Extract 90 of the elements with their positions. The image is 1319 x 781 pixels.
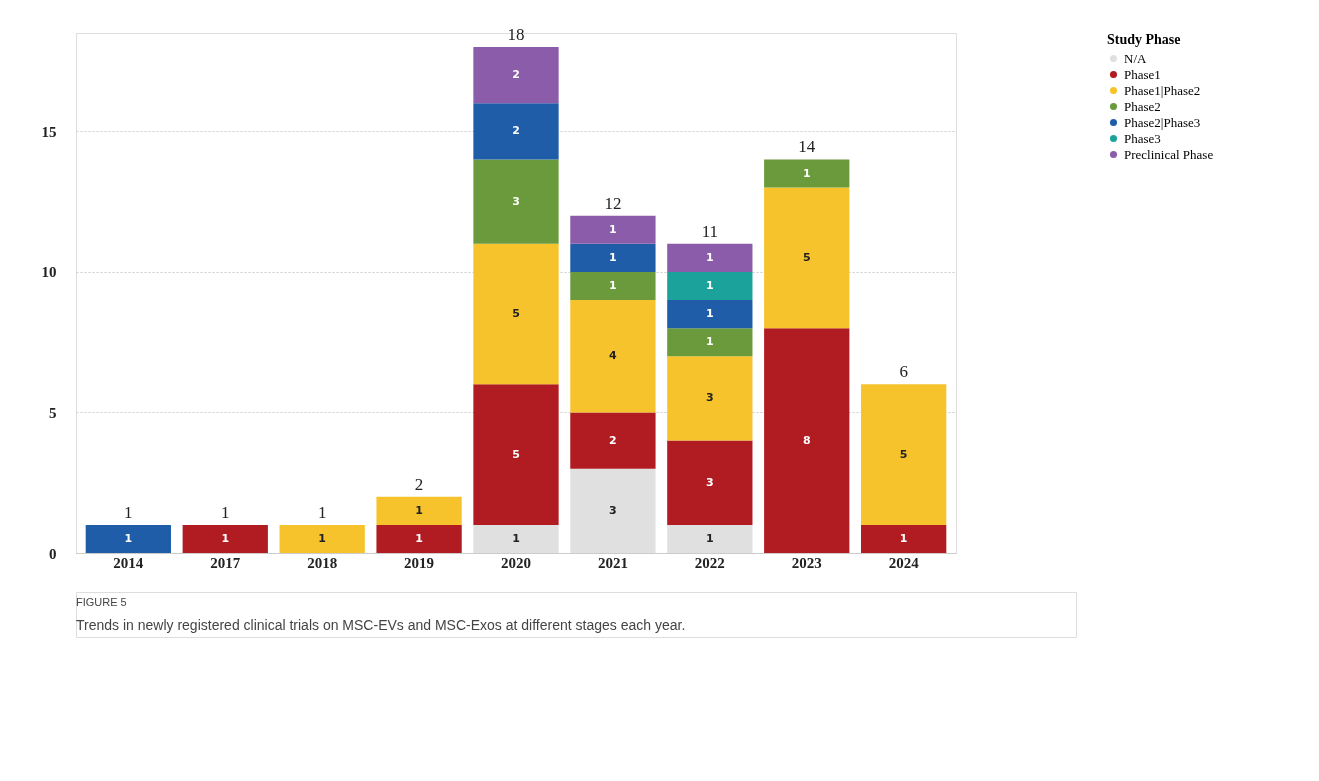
data-label: 3: [706, 475, 714, 489]
bar: [667, 271, 753, 301]
data-label: 1: [221, 531, 230, 545]
bar: [764, 159, 850, 188]
legend-title: Study Phase: [1107, 32, 1181, 47]
legend-label: N/A: [1124, 50, 1147, 66]
y-tick-label: 0: [49, 545, 57, 562]
total-label: 1: [124, 502, 133, 522]
bar: [473, 159, 559, 244]
text: Trends in newly registered clinical trials on MSC-EVs and MSC-Exos at different stages each year.: [76, 616, 686, 633]
x-tick-label: 2017: [210, 554, 241, 571]
x-tick-label: 2023: [791, 554, 822, 571]
bar: [667, 524, 753, 553]
data-label: 5: [899, 447, 908, 461]
bar: [473, 103, 559, 160]
bar: [570, 243, 656, 272]
legend-label: Phase3: [1124, 130, 1161, 146]
data-label: 1: [706, 250, 714, 264]
legend-label: Phase2|Phase3: [1124, 114, 1201, 130]
bar: [85, 524, 171, 553]
data-label: 4: [609, 349, 618, 363]
data-label: 1: [802, 166, 811, 180]
data-label: 1: [609, 278, 617, 292]
x-tick-label: 2018: [307, 554, 338, 571]
data-label: 1: [415, 531, 423, 545]
bar: [570, 468, 656, 553]
data-label: 1: [124, 531, 133, 545]
bar: [570, 300, 656, 413]
y-tick-label: 15: [41, 123, 57, 140]
bar: [667, 440, 753, 525]
total-label: 2: [414, 474, 424, 494]
total-label: 12: [604, 193, 622, 213]
bar: [570, 215, 656, 244]
data-label: 5: [512, 307, 520, 321]
total-label: 14: [798, 137, 816, 157]
data-label: 3: [706, 391, 714, 405]
bar: [667, 243, 753, 272]
data-label: 8: [802, 433, 811, 447]
bar: [376, 496, 462, 525]
bar: [667, 300, 753, 329]
bar: [279, 524, 365, 553]
total-label: 11: [701, 221, 719, 241]
bar: [570, 271, 656, 301]
data-label: 1: [899, 531, 908, 545]
y-tick-label: 5: [49, 404, 57, 421]
bar: [861, 524, 947, 553]
x-tick-label: 2019: [404, 554, 435, 571]
data-label: 3: [512, 194, 520, 208]
data-label: 1: [706, 278, 714, 292]
total-label: 1: [317, 502, 327, 522]
total-label: 1: [221, 502, 230, 522]
total-label: 18: [507, 25, 525, 45]
bar: [473, 243, 559, 385]
bar: [473, 524, 559, 553]
data-label: 1: [609, 222, 617, 236]
bar: [473, 47, 559, 104]
data-label: 1: [415, 503, 423, 517]
data-label: 1: [512, 531, 520, 545]
x-tick-label: 2022: [694, 554, 725, 571]
legend-label: Phase1|Phase2: [1124, 82, 1201, 98]
bar: [667, 356, 753, 441]
data-label: 1: [318, 531, 326, 545]
bar: [570, 412, 656, 469]
legend-label: Preclinical Phase: [1124, 146, 1214, 162]
bar: [376, 524, 462, 553]
bar: [182, 524, 268, 553]
total-label: 6: [899, 362, 908, 382]
legend-label: Phase1: [1124, 66, 1161, 82]
bar: [764, 187, 850, 329]
data-label: 2: [512, 124, 520, 138]
data-label: 1: [706, 307, 714, 321]
x-tick-label: 2021: [597, 554, 628, 571]
x-tick-label: 2020: [501, 554, 531, 571]
bar: [473, 384, 559, 525]
data-label: 2: [512, 68, 520, 82]
x-tick-label: 2014: [113, 554, 144, 571]
bar: [764, 328, 850, 553]
data-label: 1: [706, 531, 714, 545]
legend-label: Phase2: [1124, 98, 1161, 114]
data-label: 3: [609, 503, 617, 517]
data-label: 1: [706, 335, 714, 349]
data-label: 1: [609, 250, 617, 264]
y-tick-label: 10: [41, 264, 57, 281]
data-label: 2: [609, 433, 617, 447]
x-tick-label: 2024: [888, 554, 920, 571]
caption: FIGURE 5: [76, 596, 127, 609]
data-label: 5: [512, 447, 520, 461]
data-label: 5: [802, 250, 811, 264]
bar: [861, 384, 947, 525]
bar: [667, 328, 753, 357]
